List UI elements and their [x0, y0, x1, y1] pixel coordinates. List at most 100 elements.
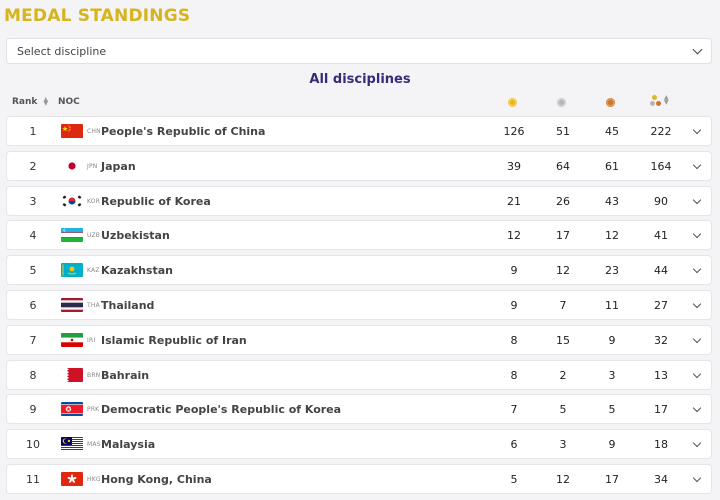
expand-row-button[interactable]	[690, 401, 704, 415]
expand-row-button[interactable]	[690, 123, 704, 137]
korea-flag-icon	[61, 193, 83, 208]
expand-row-button[interactable]	[690, 367, 704, 381]
hong-kong-flag-icon	[61, 471, 83, 486]
rank-cell: 2	[29, 159, 37, 173]
total-medals-icon	[652, 95, 657, 100]
total-medals-icon-part	[656, 101, 661, 106]
expand-row-button[interactable]	[690, 227, 704, 241]
country-name[interactable]: Uzbekistan	[101, 229, 170, 243]
discipline-select-placeholder: Select discipline	[17, 44, 107, 58]
chevron-down-icon	[692, 334, 702, 344]
country-name[interactable]: Malaysia	[101, 438, 156, 452]
total-count: 222	[650, 125, 672, 138]
silver-count: 17	[556, 229, 570, 243]
table-row[interactable]: 4 UZB Uzbekistan 12 17 12 41	[6, 220, 712, 251]
expand-row-button[interactable]	[690, 158, 704, 172]
rank-cell: 9	[29, 403, 37, 417]
gold-count: 21	[507, 194, 521, 208]
expand-row-button[interactable]	[690, 193, 704, 207]
bronze-count: 9	[608, 438, 616, 452]
rank-cell: 10	[26, 438, 40, 452]
country-name[interactable]: Republic of Korea	[101, 194, 211, 208]
gold-medal-icon	[508, 98, 517, 107]
chevron-down-icon	[692, 160, 702, 170]
chevron-down-icon	[692, 125, 702, 135]
expand-row-button[interactable]	[690, 262, 704, 276]
malaysia-flag-icon	[61, 437, 83, 452]
table-row[interactable]: 2 JPN Japan 39 64 61 164	[6, 150, 712, 181]
gold-count: 8	[510, 368, 518, 382]
silver-count: 5	[559, 403, 567, 417]
bronze-count: 43	[605, 194, 619, 208]
country-name[interactable]: Bahrain	[101, 368, 150, 382]
expand-row-button[interactable]	[690, 436, 704, 450]
silver-count: 7	[559, 298, 567, 312]
expand-row-button[interactable]	[690, 471, 704, 485]
rank-header-label: Rank	[12, 97, 38, 107]
uzbekistan-flag-icon	[61, 228, 83, 243]
noc-column-header: NOC	[58, 97, 80, 107]
silver-count: 3	[559, 438, 567, 452]
country-name[interactable]: Japan	[101, 159, 136, 173]
chevron-down-icon	[692, 264, 702, 274]
table-row[interactable]: 1 CHN People's Republic of China 126 51 …	[6, 116, 712, 146]
total-count: 34	[654, 472, 668, 486]
expand-row-button[interactable]	[690, 332, 704, 346]
table-row[interactable]: 6 THA Thailand 9 7 11 27	[6, 289, 712, 320]
table-row[interactable]: 3 KOR Republic of Korea 21 26 43 90	[6, 185, 712, 216]
expand-row-button[interactable]	[690, 297, 704, 311]
standings-table: 1 CHN People's Republic of China 126 51 …	[6, 116, 712, 499]
sort-icon: ▲ ▼	[664, 94, 669, 106]
kazakhstan-flag-icon	[61, 263, 83, 278]
table-row[interactable]: 10 MAS Malaysia 6 3 9 18	[6, 429, 712, 460]
gold-count: 39	[507, 159, 521, 173]
total-count: 18	[654, 438, 668, 452]
noc-code: HKG	[87, 475, 101, 483]
bahrain-flag-icon	[61, 367, 83, 382]
bronze-count: 61	[605, 159, 619, 173]
rank-column-header[interactable]: Rank ▲ ▼	[12, 95, 49, 107]
rank-cell: 11	[26, 472, 40, 486]
country-name[interactable]: Thailand	[101, 298, 155, 312]
gold-count: 9	[510, 298, 518, 312]
table-row[interactable]: 8 BRN Bahrain 8 2 3 13	[6, 359, 712, 390]
bronze-count: 5	[608, 403, 616, 417]
silver-count: 15	[556, 333, 570, 347]
gold-count: 7	[510, 403, 518, 417]
noc-code: THA	[87, 301, 100, 309]
chevron-down-icon	[692, 369, 702, 378]
table-row[interactable]: 5 KAZ Kazakhstan 9 12 23 44	[6, 255, 712, 286]
total-count: 41	[654, 229, 668, 243]
noc-code: MAS	[87, 441, 101, 449]
table-row[interactable]: 9 PRK Democratic People's Republic of Ko…	[6, 394, 712, 425]
total-medals-sort[interactable]: ▲ ▼	[650, 95, 670, 109]
total-count: 13	[654, 368, 668, 382]
bronze-count: 23	[605, 264, 619, 278]
thailand-flag-icon	[61, 297, 83, 312]
table-row[interactable]: 7 IRI Islamic Republic of Iran 8 15 9 32	[6, 324, 712, 355]
chevron-down-icon	[692, 230, 702, 239]
country-name[interactable]: Islamic Republic of Iran	[101, 333, 247, 347]
country-name[interactable]: Democratic People's Republic of Korea	[101, 403, 342, 417]
gold-count: 126	[503, 125, 525, 138]
table-row[interactable]: 11 HKG Hong Kong, China 5 12 17 34	[6, 463, 712, 494]
country-name[interactable]: Kazakhstan	[101, 264, 173, 278]
gold-count: 12	[507, 229, 521, 243]
total-count: 44	[654, 264, 668, 278]
silver-count: 26	[556, 194, 570, 208]
silver-medal-icon	[557, 98, 566, 107]
chevron-down-icon	[692, 404, 702, 413]
discipline-select[interactable]: Select discipline	[6, 38, 712, 64]
noc-code: KOR	[87, 197, 101, 205]
bronze-count: 45	[605, 125, 619, 138]
total-count: 17	[654, 403, 668, 417]
total-count: 164	[650, 159, 672, 173]
noc-code: IRI	[87, 336, 96, 344]
iran-flag-icon	[61, 332, 83, 347]
rank-cell: 5	[29, 264, 37, 278]
china-flag-icon	[61, 124, 83, 138]
country-name[interactable]: Hong Kong, China	[101, 472, 212, 486]
country-name[interactable]: People's Republic of China	[101, 125, 266, 138]
silver-count: 64	[556, 159, 570, 173]
sort-icon[interactable]: ▲ ▼	[43, 95, 49, 107]
